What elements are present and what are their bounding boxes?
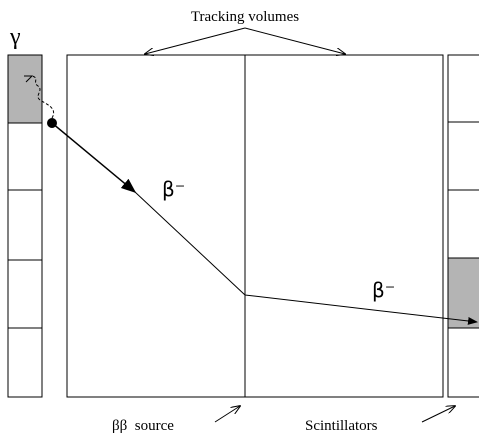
tracking-volume [66,54,444,398]
scintillator [447,327,479,398]
scintillator [447,54,479,123]
gamma-label: γ [9,24,21,50]
scintillators-label: Scintillators [305,418,378,434]
scintillator [447,121,479,191]
scintillator-hit [447,257,479,329]
track [244,294,478,325]
scintillator [7,327,43,398]
track-arrow [51,122,137,193]
scintillator [7,189,43,261]
gamma-path [31,75,54,119]
scintillator [7,259,43,329]
beta-label: β⁻ [372,278,395,302]
left-scintillators [7,54,43,398]
pointer [145,27,246,54]
beta-label: β⁻ [162,177,185,201]
right-scintillators [447,54,479,398]
scintillator [7,122,43,191]
source-label: ββ source [112,418,174,434]
gamma-arrow [24,75,34,83]
tracking-label: Tracking volumes [191,9,299,25]
scintillator [447,189,479,259]
track [134,191,246,296]
pointer [214,406,240,423]
vertex [47,118,57,128]
scintillator-hit [7,54,43,124]
pointer [421,406,455,423]
pointer [244,27,345,54]
